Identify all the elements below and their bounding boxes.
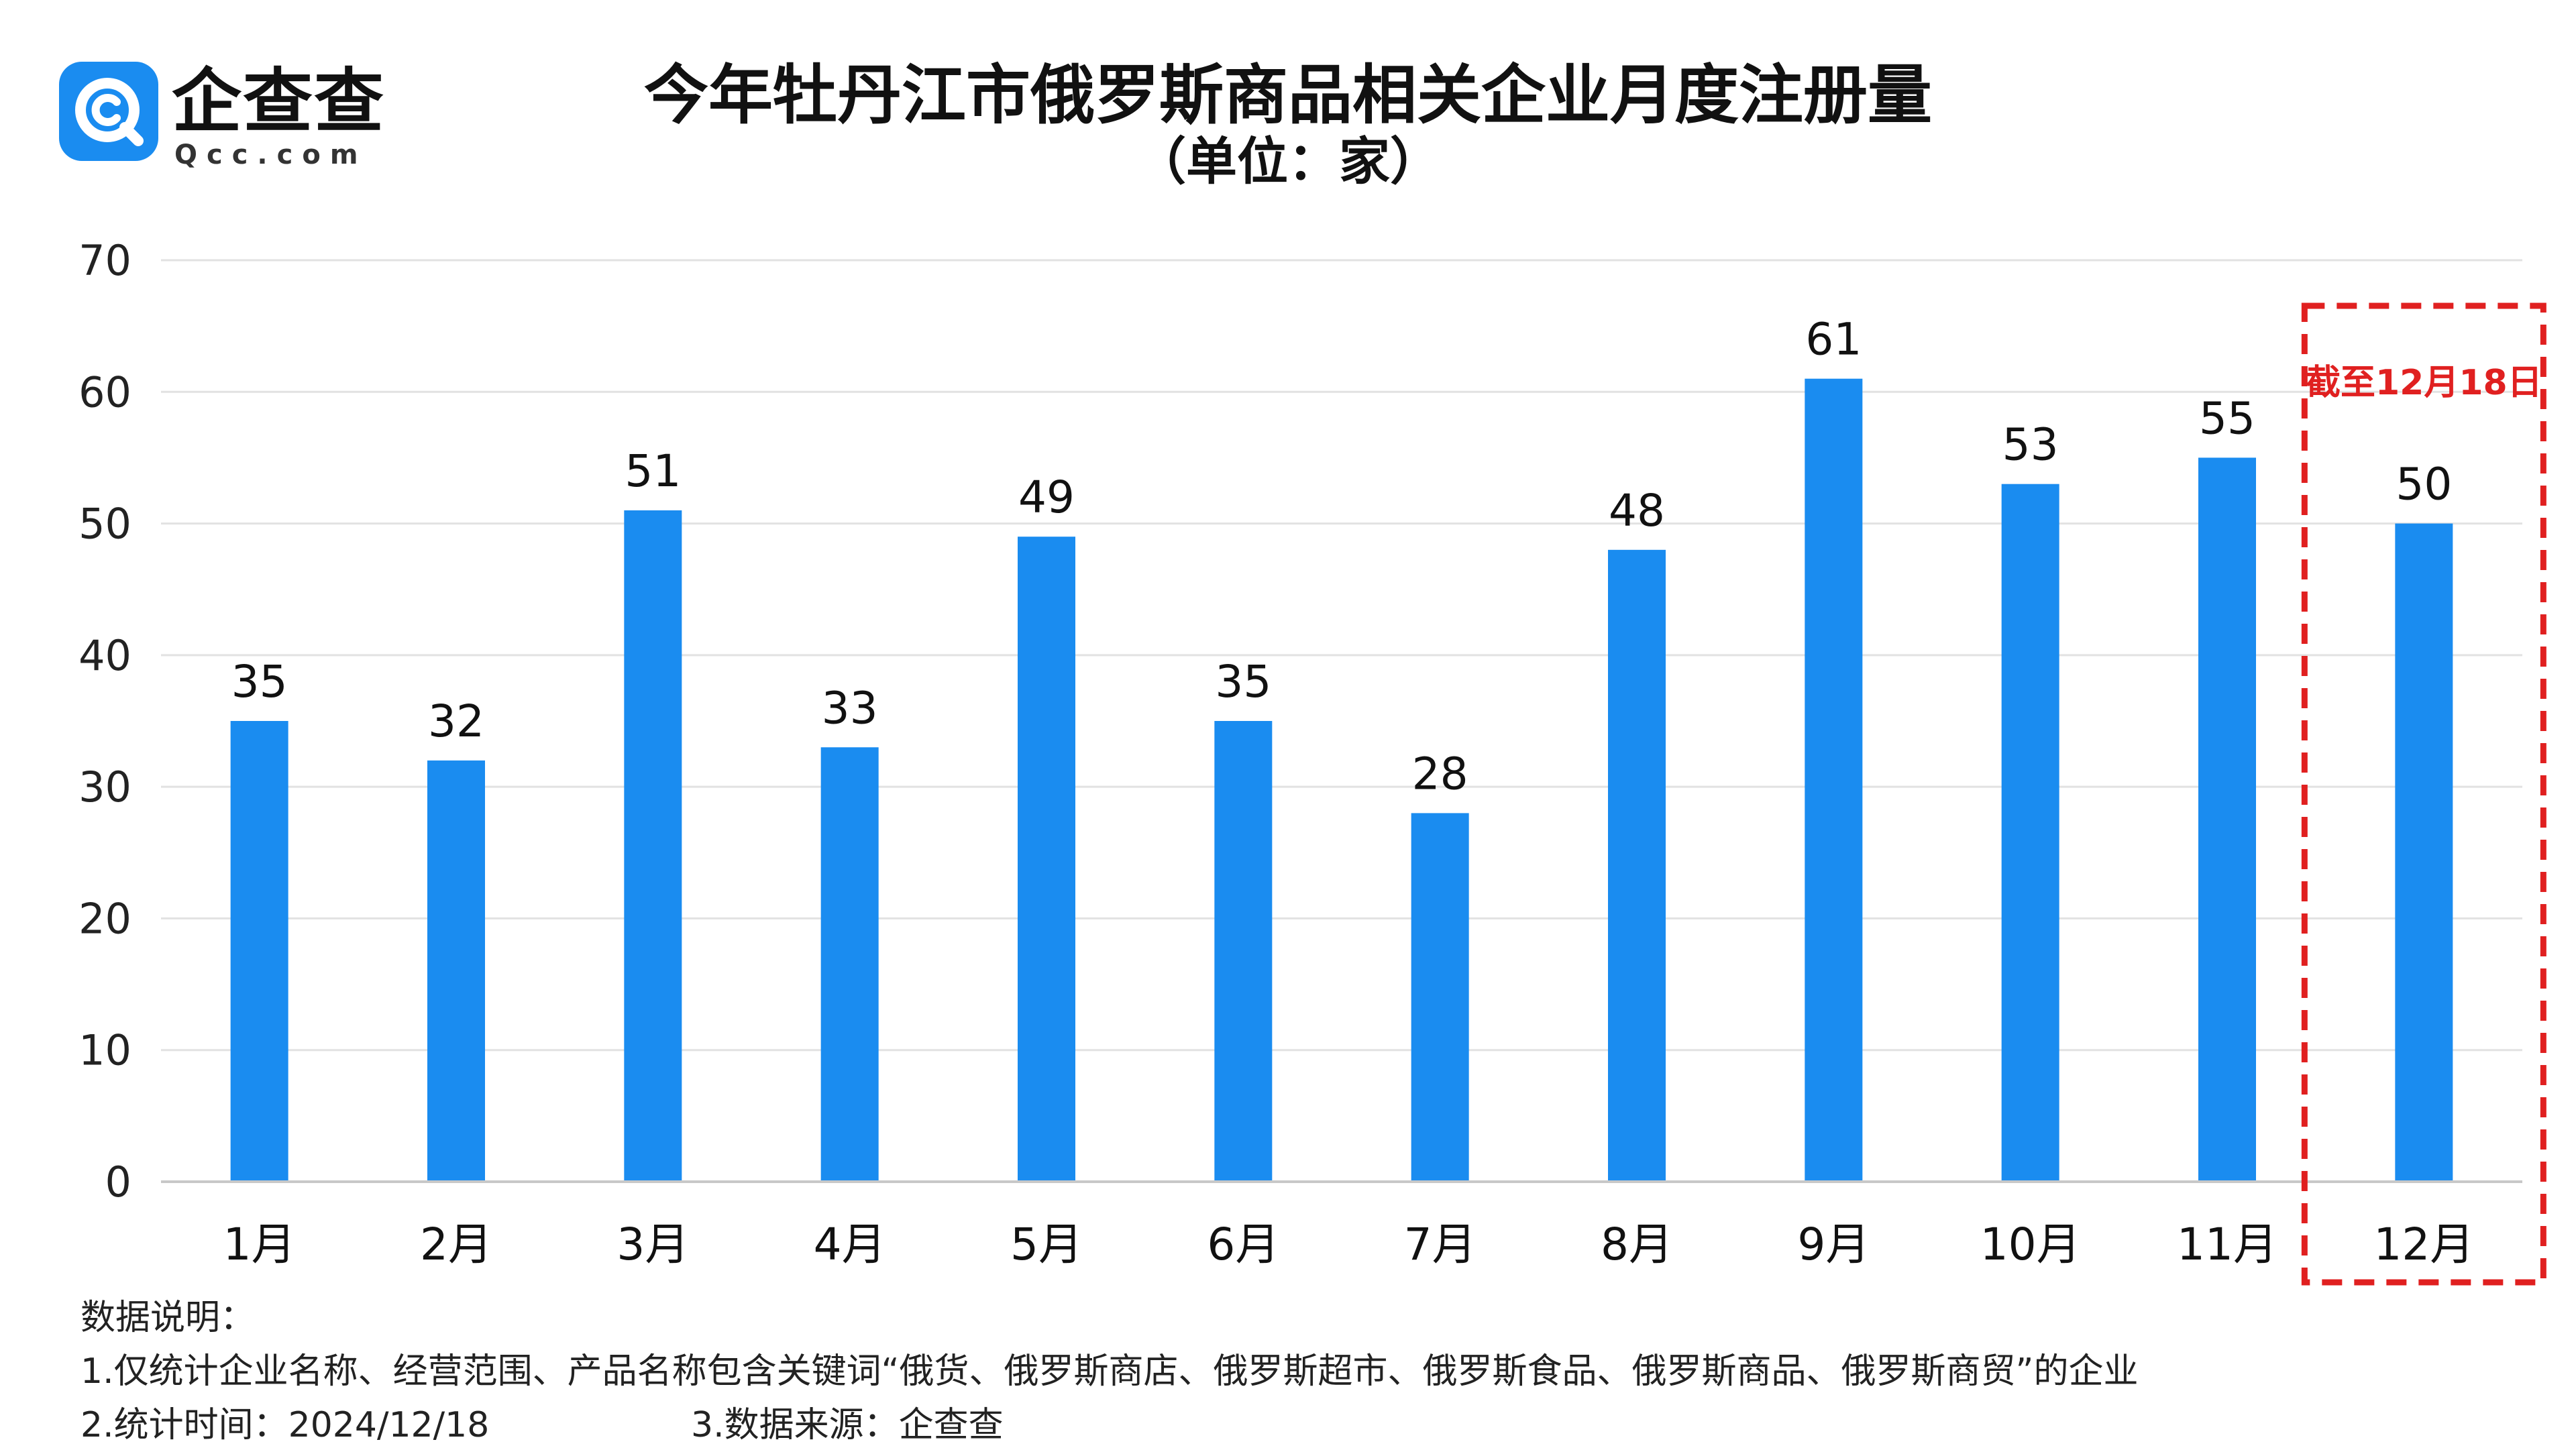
x-tick-label: 8月 [1601, 1219, 1673, 1270]
x-tick-label: 7月 [1404, 1219, 1477, 1270]
annotation-dashed-box [2301, 302, 2546, 1286]
bar [2198, 457, 2256, 1182]
bar-value-label: 35 [231, 656, 288, 708]
x-tick-label: 11月 [2177, 1219, 2277, 1270]
chart-subtitle: （单位：家） [1135, 131, 1441, 191]
gridlines [161, 259, 2522, 1052]
x-tick-label: 4月 [814, 1219, 886, 1270]
logo-name: 企查查 [172, 60, 386, 142]
bar-value-label: 53 [2002, 419, 2059, 471]
annotation-label: 截至12月18日 [2306, 363, 2542, 403]
y-tick-label: 10 [78, 1026, 131, 1075]
bar [1214, 721, 1273, 1182]
bar-value-label: 33 [822, 682, 878, 734]
x-tick-label: 12月 [2373, 1219, 2474, 1270]
notes-line-2: 2.统计时间：2024/12/18 [80, 1405, 490, 1445]
x-tick-label: 3月 [616, 1219, 689, 1270]
bar [1805, 378, 1863, 1182]
y-tick-label: 60 [78, 368, 131, 416]
x-tick-label: 6月 [1207, 1219, 1279, 1270]
bar [230, 721, 288, 1182]
data-labels: 35 32 51 33 49 35 28 48 61 53 55 50 [231, 314, 2453, 800]
y-tick-label: 0 [105, 1158, 131, 1207]
y-tick-label: 30 [78, 763, 131, 812]
x-tick-label: 2月 [420, 1219, 492, 1270]
y-tick-label: 20 [78, 894, 131, 943]
bar [2001, 484, 2059, 1182]
logo-domain: Qcc.com [174, 139, 368, 170]
bar [1411, 813, 1469, 1182]
chart-title: 今年牡丹江市俄罗斯商品相关企业月度注册量 [644, 58, 1932, 133]
y-tick-label: 50 [78, 500, 131, 549]
notes-line-3: 3.数据来源：企查查 [691, 1405, 1004, 1445]
bars [230, 378, 2453, 1182]
notes-line-1: 1.仅统计企业名称、经营范围、产品名称包含关键词“俄货、俄罗斯商店、俄罗斯超市、… [80, 1351, 2139, 1392]
qcc-logo: 企查查 Qcc.com [59, 60, 394, 170]
annotation: 截至12月18日 [2301, 302, 2546, 1286]
x-tick-label: 1月 [223, 1219, 296, 1270]
bar-value-label: 49 [1018, 471, 1075, 523]
bar [820, 747, 879, 1182]
bar-value-label: 28 [1412, 748, 1468, 799]
bar [2395, 523, 2453, 1182]
y-tick-label: 70 [78, 236, 131, 285]
bar-value-label: 55 [2199, 392, 2255, 444]
bar-value-label: 61 [1805, 314, 1862, 366]
bar [624, 510, 682, 1182]
bar [1608, 549, 1666, 1182]
bar-value-label: 35 [1215, 656, 1271, 708]
axes: 0 10 20 30 40 50 60 70 1月 2月 3月 4月 5月 6月 7月 8月 9月 10月 11月 1… [78, 236, 2522, 1270]
y-tick-label: 40 [78, 631, 131, 680]
bar-value-label: 50 [2396, 459, 2452, 510]
bar-value-label: 48 [1609, 485, 1665, 537]
bar-value-label: 51 [625, 445, 681, 497]
bar-value-label: 32 [428, 695, 484, 747]
notes-heading: 数据说明： [80, 1298, 256, 1338]
bar [1018, 537, 1075, 1182]
data-notes: 数据说明： 1.仅统计企业名称、经营范围、产品名称包含关键词“俄货、俄罗斯商店、… [80, 1291, 2139, 1452]
qcc-logo-icon [59, 62, 158, 161]
x-tick-label: 10月 [1980, 1219, 2081, 1270]
bar [427, 760, 485, 1182]
x-tick-label: 5月 [1010, 1219, 1083, 1270]
x-tick-label: 9月 [1797, 1219, 1870, 1270]
